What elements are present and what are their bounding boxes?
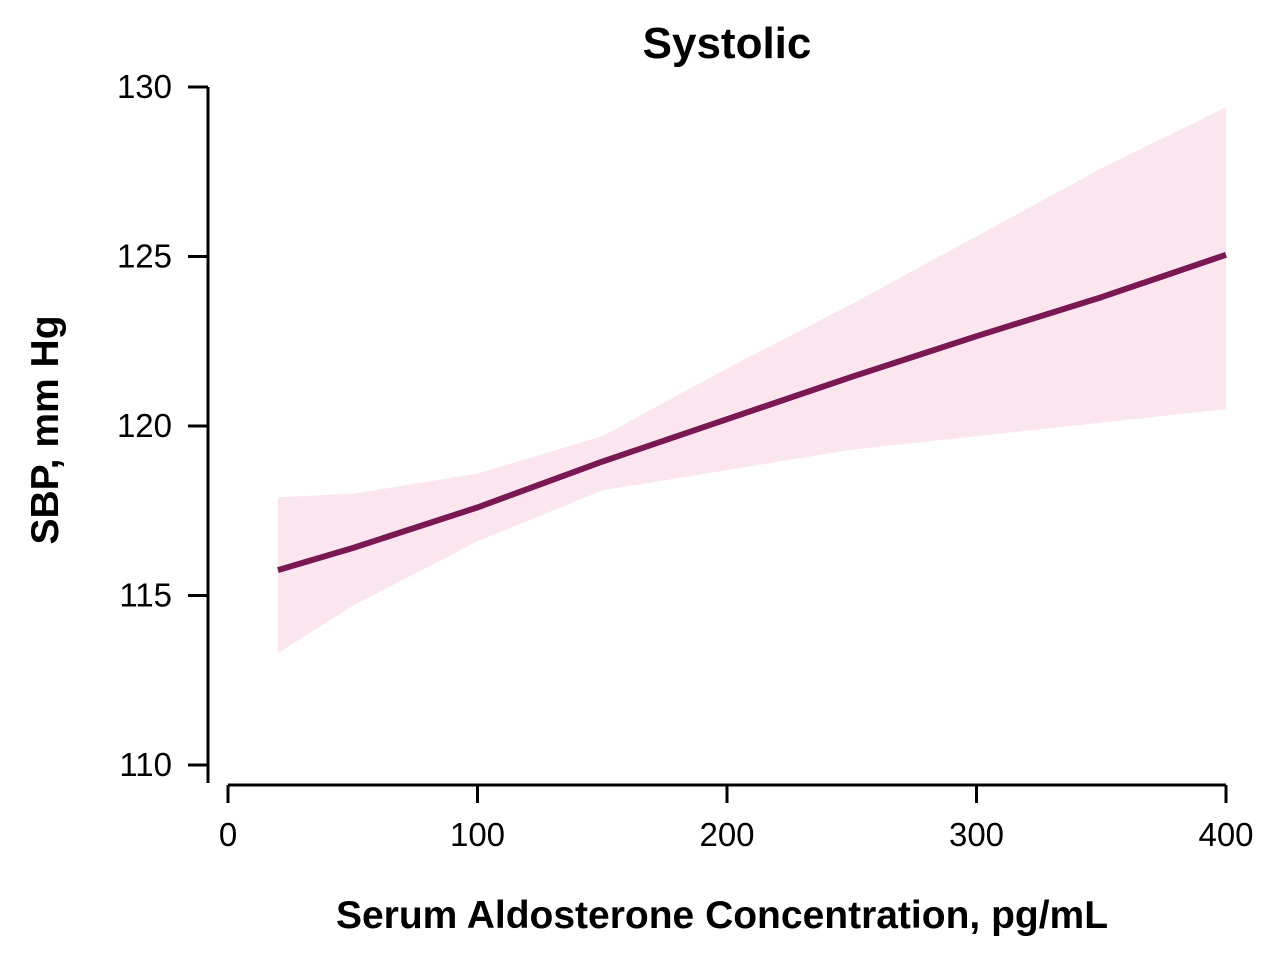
x-tick-label: 300 xyxy=(949,816,1004,853)
x-axis-label: Serum Aldosterone Concentration, pg/mL xyxy=(336,894,1108,937)
y-tick-label: 110 xyxy=(119,746,172,783)
x-tick-label: 100 xyxy=(450,816,505,853)
x-tick-label: 200 xyxy=(699,816,754,853)
y-tick-label: 125 xyxy=(117,238,172,275)
x-tick-label: 0 xyxy=(219,816,237,853)
x-tick-label: 400 xyxy=(1198,816,1253,853)
y-tick-label: 130 xyxy=(117,68,172,105)
plot-area xyxy=(277,107,1227,654)
y-tick-label: 115 xyxy=(119,577,172,614)
confidence-band xyxy=(277,107,1226,654)
y-tick-label: 120 xyxy=(117,407,172,444)
y-axis-label: SBP, mm Hg xyxy=(24,315,67,544)
chart-title: Systolic xyxy=(643,19,812,68)
fit-line xyxy=(277,251,1227,573)
ticks: 110 115 120 125 130 0 100 200 300 400 xyxy=(117,68,1254,853)
